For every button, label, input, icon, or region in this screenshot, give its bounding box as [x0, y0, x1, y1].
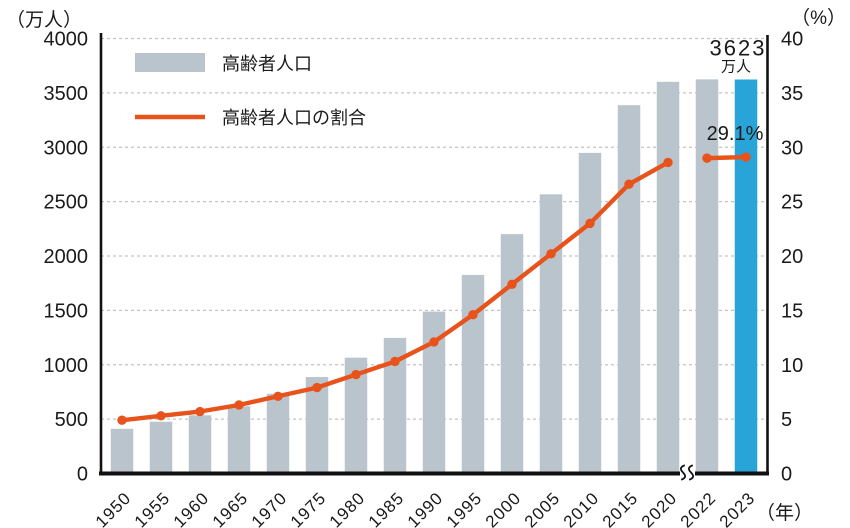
- y-tick-label-left: 3000: [44, 137, 89, 159]
- legend-line-label: 高齢者人口の割合: [222, 108, 366, 128]
- left-axis-unit-label: （万人）: [6, 9, 82, 31]
- bar-2005: [539, 194, 563, 475]
- x-tick-label-2000: 2000: [482, 488, 525, 528]
- y-tick-label-left: 1500: [44, 300, 89, 322]
- peak-unit-label: 万人: [721, 58, 751, 75]
- bar-2022: [695, 79, 719, 475]
- line-point-1980: [351, 369, 361, 380]
- line-point-1955: [156, 411, 166, 421]
- legend-bar-label: 高齢者人口: [222, 54, 312, 74]
- line-point-2000: [507, 279, 517, 289]
- bar-1995: [461, 274, 485, 475]
- y-tick-label-right: 30: [781, 137, 803, 159]
- line-point-1990: [429, 337, 439, 347]
- x-tick-label-2023: 2023: [716, 488, 759, 528]
- bar-1975: [305, 377, 329, 475]
- y-tick-label-right: 40: [781, 29, 803, 51]
- line-point-2022: [702, 153, 712, 163]
- bar-1965: [227, 406, 251, 475]
- y-tick-label-left: 1000: [44, 355, 89, 377]
- x-tick-label-1990: 1990: [404, 488, 447, 528]
- peak-value-label: 3623: [710, 35, 767, 60]
- y-tick-label-left: 2500: [44, 192, 89, 214]
- line-point-2005: [546, 249, 556, 259]
- line-point-1965: [234, 400, 244, 410]
- bar-1990: [422, 311, 446, 475]
- x-tick-label-1950: 1950: [92, 488, 135, 528]
- x-axis-unit-label: （年）: [756, 502, 813, 524]
- bar-1980: [344, 357, 368, 475]
- bar-1960: [188, 415, 212, 475]
- line-point-1975: [312, 382, 322, 393]
- bar-1955: [149, 421, 173, 475]
- bar-2000: [500, 234, 524, 475]
- x-tick-label-1965: 1965: [209, 488, 252, 528]
- bar-2023: [734, 79, 758, 475]
- bar-2010: [578, 152, 602, 475]
- y-tick-label-right: 15: [781, 300, 803, 322]
- ratio-line: [704, 154, 749, 161]
- x-tick-label-1980: 1980: [326, 488, 369, 528]
- legend-bar-swatch: [135, 53, 205, 72]
- bar-2015: [617, 105, 641, 475]
- y-tick-label-right: 20: [781, 246, 803, 268]
- line-point-1985: [390, 356, 400, 367]
- y-tick-label-left: 4000: [44, 29, 89, 51]
- right-axis-unit-label: （%）: [791, 7, 846, 29]
- y-tick-label-right: 5: [781, 409, 792, 431]
- y-tick-label-right: 10: [781, 355, 803, 377]
- y-tick-label-left: 500: [55, 409, 88, 431]
- x-tick-label-1960: 1960: [170, 488, 213, 528]
- axis-break-icon: [688, 464, 694, 481]
- line-point-2023: [741, 152, 751, 162]
- bar-1950: [110, 428, 134, 475]
- line-point-2010: [585, 218, 595, 229]
- x-tick-label-1995: 1995: [443, 488, 486, 528]
- axis-break-icon: [680, 464, 686, 481]
- line-point-2020: [663, 157, 673, 168]
- x-tick-label-2005: 2005: [521, 488, 564, 528]
- y-tick-label-right: 25: [781, 192, 803, 214]
- line-point-1950: [117, 415, 127, 425]
- bar-1985: [383, 337, 407, 475]
- x-tick-label-2015: 2015: [599, 488, 642, 528]
- x-tick-label-2010: 2010: [560, 488, 603, 528]
- bar-2020: [656, 81, 680, 475]
- y-tick-label-left: 3500: [44, 83, 89, 105]
- y-tick-label-right: 35: [781, 83, 803, 105]
- line-point-1995: [468, 310, 478, 320]
- x-tick-label-1975: 1975: [287, 488, 330, 528]
- line-point-1960: [195, 406, 205, 417]
- line-point-2015: [624, 179, 634, 189]
- y-tick-label-left: 0: [77, 464, 88, 486]
- x-tick-label-1955: 1955: [131, 488, 174, 528]
- x-tick-label-2020: 2020: [638, 488, 681, 528]
- x-tick-label-1985: 1985: [365, 488, 408, 528]
- y-tick-label-left: 2000: [44, 246, 89, 268]
- x-tick-label-1970: 1970: [248, 488, 291, 528]
- bar-1970: [266, 393, 290, 475]
- line-point-1970: [273, 391, 283, 401]
- x-tick-label-2022: 2022: [677, 488, 720, 528]
- y-tick-label-right: 0: [781, 464, 792, 486]
- peak-rate-label: 29.1%: [707, 123, 764, 145]
